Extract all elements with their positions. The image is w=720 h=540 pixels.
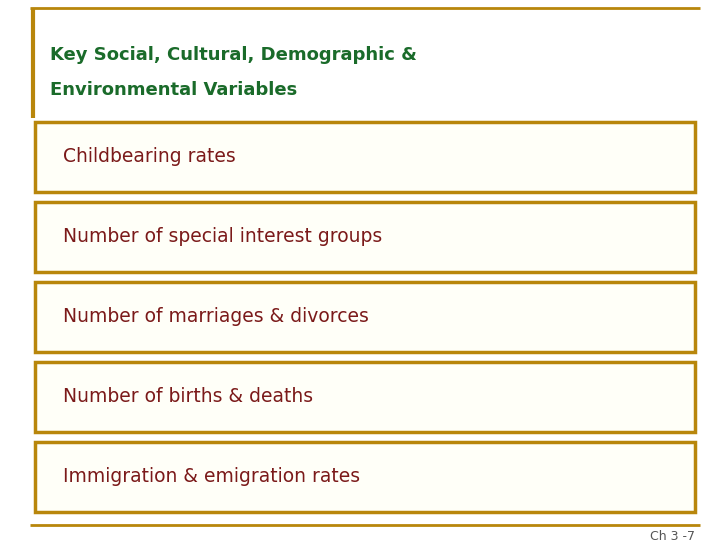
Text: Number of births & deaths: Number of births & deaths <box>63 388 313 407</box>
Text: Childbearing rates: Childbearing rates <box>63 147 235 166</box>
Text: Environmental Variables: Environmental Variables <box>50 81 297 99</box>
Text: Key Social, Cultural, Demographic &: Key Social, Cultural, Demographic & <box>50 46 417 64</box>
FancyBboxPatch shape <box>35 122 695 192</box>
Text: Number of special interest groups: Number of special interest groups <box>63 227 382 246</box>
FancyBboxPatch shape <box>35 442 695 512</box>
FancyBboxPatch shape <box>35 282 695 352</box>
Text: Number of marriages & divorces: Number of marriages & divorces <box>63 307 369 327</box>
FancyBboxPatch shape <box>35 202 695 272</box>
FancyBboxPatch shape <box>35 362 695 432</box>
Text: Immigration & emigration rates: Immigration & emigration rates <box>63 468 360 487</box>
Text: Ch 3 -7: Ch 3 -7 <box>650 530 695 540</box>
